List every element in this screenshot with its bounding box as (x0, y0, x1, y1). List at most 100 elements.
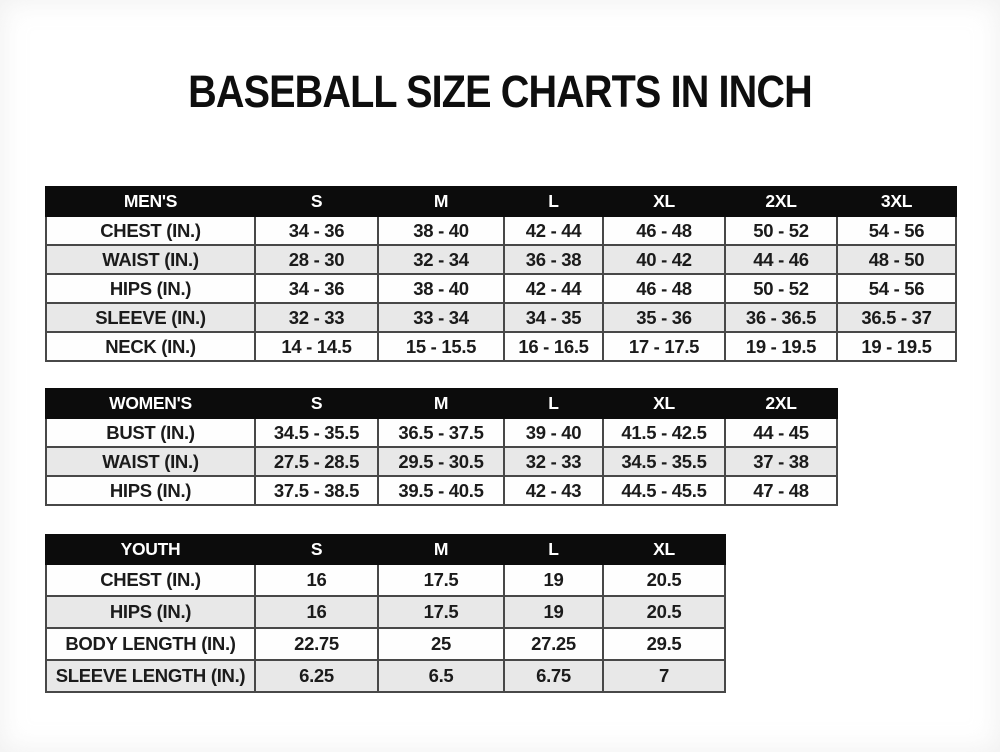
size-value-cell: 32 - 33 (254, 302, 379, 333)
size-value-cell: 46 - 48 (602, 273, 726, 304)
size-value-cell: 34.5 - 35.5 (602, 446, 726, 477)
size-value-cell: 44 - 45 (724, 417, 838, 448)
size-value-cell: 6.5 (377, 659, 505, 693)
size-column-header: 2XL (724, 388, 838, 419)
size-column-header: 3XL (836, 186, 957, 217)
size-value-cell: 37 - 38 (724, 446, 838, 477)
size-value-cell: 34 - 36 (254, 215, 379, 246)
size-value-cell: 39.5 - 40.5 (377, 475, 505, 506)
row-label: CHEST (IN.) (45, 215, 256, 246)
size-value-cell: 34 - 35 (503, 302, 604, 333)
size-value-cell: 17.5 (377, 563, 505, 597)
size-value-cell: 17 - 17.5 (602, 331, 726, 362)
table-row: WAIST (IN.) 28 - 30 32 - 34 36 - 38 40 - 42 4… (45, 244, 957, 275)
size-column-header: L (503, 186, 604, 217)
size-value-cell: 34 - 36 (254, 273, 379, 304)
size-value-cell: 16 (254, 595, 379, 629)
size-column-header: S (254, 186, 379, 217)
size-value-cell: 47 - 48 (724, 475, 838, 506)
size-value-cell: 19 (503, 595, 604, 629)
size-value-cell: 20.5 (602, 563, 726, 597)
row-label: HIPS (IN.) (45, 475, 256, 506)
row-label: SLEEVE LENGTH (IN.) (45, 659, 256, 693)
size-value-cell: 33 - 34 (377, 302, 505, 333)
header-row: MEN'S S M L XL 2XL 3XL (45, 186, 957, 217)
size-value-cell: 54 - 56 (836, 215, 957, 246)
row-label: SLEEVE (IN.) (45, 302, 256, 333)
group-header: WOMEN'S (45, 388, 256, 419)
size-value-cell: 7 (602, 659, 726, 693)
table-row: SLEEVE LENGTH (IN.) 6.25 6.5 6.75 7 (45, 659, 726, 693)
size-value-cell: 38 - 40 (377, 273, 505, 304)
size-value-cell: 42 - 44 (503, 215, 604, 246)
table-row: SLEEVE (IN.) 32 - 33 33 - 34 34 - 35 35 - 36… (45, 302, 957, 333)
table-row: NECK (IN.) 14 - 14.5 15 - 15.5 16 - 16.5 17 … (45, 331, 957, 362)
size-value-cell: 6.25 (254, 659, 379, 693)
size-value-cell: 50 - 52 (724, 215, 838, 246)
size-value-cell: 44.5 - 45.5 (602, 475, 726, 506)
size-value-cell: 17.5 (377, 595, 505, 629)
table-row: CHEST (IN.) 16 17.5 19 20.5 (45, 563, 726, 597)
size-value-cell: 32 - 34 (377, 244, 505, 275)
row-label: WAIST (IN.) (45, 244, 256, 275)
size-value-cell: 37.5 - 38.5 (254, 475, 379, 506)
row-label: WAIST (IN.) (45, 446, 256, 477)
size-column-header: S (254, 534, 379, 565)
size-value-cell: 15 - 15.5 (377, 331, 505, 362)
size-value-cell: 46 - 48 (602, 215, 726, 246)
size-column-header: L (503, 388, 604, 419)
table-row: BODY LENGTH (IN.) 22.75 25 27.25 29.5 (45, 627, 726, 661)
size-value-cell: 16 (254, 563, 379, 597)
row-label: CHEST (IN.) (45, 563, 256, 597)
size-value-cell: 40 - 42 (602, 244, 726, 275)
size-column-header: L (503, 534, 604, 565)
size-column-header: 2XL (724, 186, 838, 217)
size-value-cell: 27.5 - 28.5 (254, 446, 379, 477)
table-row: HIPS (IN.) 34 - 36 38 - 40 42 - 44 46 - 48 50… (45, 273, 957, 304)
size-value-cell: 19 - 19.5 (724, 331, 838, 362)
size-value-cell: 19 (503, 563, 604, 597)
row-label: HIPS (IN.) (45, 273, 256, 304)
size-value-cell: 36.5 - 37 (836, 302, 957, 333)
size-value-cell: 41.5 - 42.5 (602, 417, 726, 448)
header-row: WOMEN'S S M L XL 2XL (45, 388, 838, 419)
table-row: HIPS (IN.) 37.5 - 38.5 39.5 - 40.5 42 - 43 4… (45, 475, 838, 506)
table-row: HIPS (IN.) 16 17.5 19 20.5 (45, 595, 726, 629)
size-value-cell: 19 - 19.5 (836, 331, 957, 362)
size-value-cell: 27.25 (503, 627, 604, 661)
row-label: NECK (IN.) (45, 331, 256, 362)
table-row: CHEST (IN.) 34 - 36 38 - 40 42 - 44 46 - 48 5… (45, 215, 957, 246)
size-value-cell: 6.75 (503, 659, 604, 693)
size-value-cell: 22.75 (254, 627, 379, 661)
size-value-cell: 38 - 40 (377, 215, 505, 246)
size-column-header: S (254, 388, 379, 419)
size-value-cell: 20.5 (602, 595, 726, 629)
table-row: BUST (IN.) 34.5 - 35.5 36.5 - 37.5 39 - 40 4… (45, 417, 838, 448)
size-column-header: XL (602, 534, 726, 565)
mens-size-table: MEN'S S M L XL 2XL 3XL CHEST (IN.) 34 - 36 38 - 4… (45, 186, 957, 362)
row-label: BUST (IN.) (45, 417, 256, 448)
size-value-cell: 32 - 33 (503, 446, 604, 477)
size-value-cell: 35 - 36 (602, 302, 726, 333)
womens-size-table: WOMEN'S S M L XL 2XL BUST (IN.) 34.5 - 35.5 36.5… (45, 388, 838, 506)
row-label: BODY LENGTH (IN.) (45, 627, 256, 661)
youth-size-table: YOUTH S M L XL CHEST (IN.) 16 17.5 19 20.5 HIPS (I… (45, 534, 726, 693)
size-value-cell: 50 - 52 (724, 273, 838, 304)
size-value-cell: 28 - 30 (254, 244, 379, 275)
size-value-cell: 36 - 36.5 (724, 302, 838, 333)
size-value-cell: 29.5 (602, 627, 726, 661)
size-value-cell: 44 - 46 (724, 244, 838, 275)
size-value-cell: 14 - 14.5 (254, 331, 379, 362)
size-column-header: XL (602, 186, 726, 217)
size-value-cell: 34.5 - 35.5 (254, 417, 379, 448)
size-value-cell: 39 - 40 (503, 417, 604, 448)
size-column-header: XL (602, 388, 726, 419)
header-row: YOUTH S M L XL (45, 534, 726, 565)
size-value-cell: 54 - 56 (836, 273, 957, 304)
size-value-cell: 42 - 43 (503, 475, 604, 506)
size-column-header: M (377, 186, 505, 217)
size-value-cell: 48 - 50 (836, 244, 957, 275)
size-column-header: M (377, 388, 505, 419)
size-column-header: M (377, 534, 505, 565)
